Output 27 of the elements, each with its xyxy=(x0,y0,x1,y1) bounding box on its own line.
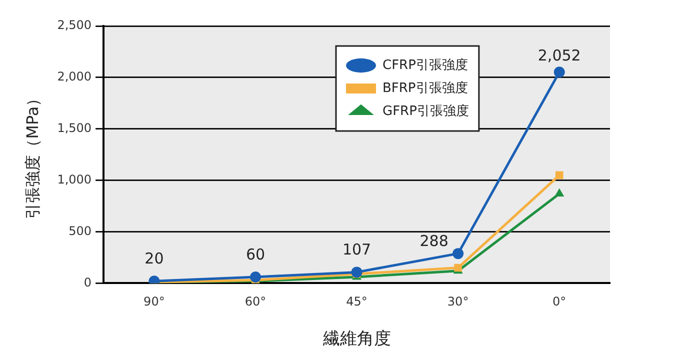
x-tick-label: 60° xyxy=(244,294,266,309)
y-tick-label: 500 xyxy=(68,224,92,238)
data-label: 2,052 xyxy=(538,46,581,64)
legend-label: GFRP引張強度 xyxy=(382,102,469,119)
y-tick-label: 2,000 xyxy=(57,70,92,84)
y-tick-label: 1,500 xyxy=(57,121,92,136)
legend-label: BFRP引張強度 xyxy=(382,80,468,96)
data-label: 20 xyxy=(144,250,164,268)
y-axis-title: 引張強度（MPa） xyxy=(22,90,42,219)
point xyxy=(555,171,564,180)
x-tick-label: 30° xyxy=(447,294,469,309)
data-label: 60 xyxy=(246,245,266,264)
legend-label: CFRP引張強度 xyxy=(382,56,468,73)
point xyxy=(554,188,564,196)
data-label: 107 xyxy=(342,240,372,259)
y-tick-label: 0 xyxy=(84,275,92,290)
x-tick-label: 45° xyxy=(346,294,368,309)
point xyxy=(554,66,565,78)
x-tick-label: 0° xyxy=(552,294,566,309)
point xyxy=(452,248,464,260)
x-tick-label: 90° xyxy=(144,294,165,309)
data-label: 288 xyxy=(420,232,448,250)
y-tick-label: 1,000 xyxy=(57,172,92,186)
x-axis-title: 繊維角度 xyxy=(322,329,391,350)
point xyxy=(351,266,362,278)
point xyxy=(250,272,261,283)
y-tick-label: 2,500 xyxy=(57,18,92,32)
